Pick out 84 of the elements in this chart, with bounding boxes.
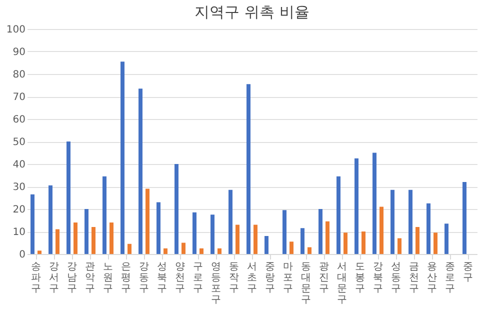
bar (236, 224, 240, 254)
x-tick-label: 양천구 (175, 262, 185, 294)
bar (30, 194, 34, 254)
x-tick-label: 성동구 (391, 262, 401, 294)
bar (56, 229, 60, 254)
bar (326, 221, 330, 254)
bar (362, 232, 366, 254)
x-tick-label: 은평구 (121, 262, 131, 294)
bar (182, 242, 186, 254)
bar (48, 185, 52, 254)
bar (282, 210, 286, 254)
bar (146, 188, 150, 254)
y-tick-label: 20 (12, 204, 26, 216)
bar (398, 238, 402, 254)
bar (344, 232, 348, 254)
bar (66, 142, 70, 254)
x-tick-label: 송파구 (31, 262, 41, 294)
bar (128, 244, 132, 254)
bar (434, 232, 438, 254)
bar (390, 190, 394, 254)
x-tick-label: 노원구 (103, 262, 113, 294)
bar (228, 190, 232, 254)
bar (174, 164, 178, 254)
bar (300, 228, 304, 254)
y-tick-label: 10 (12, 227, 26, 238)
bar (120, 62, 124, 254)
y-tick-label: 100 (6, 24, 26, 36)
x-tick-label: 강동구 (139, 262, 149, 294)
bar (308, 247, 312, 254)
bar (416, 227, 420, 254)
bar (200, 248, 204, 254)
y-tick-label: 70 (12, 92, 26, 103)
bar (444, 224, 448, 254)
bar (38, 250, 42, 254)
bar (254, 224, 258, 254)
bar (246, 84, 250, 254)
bar (210, 214, 214, 254)
y-tick-label: 0 (19, 250, 26, 260)
x-tick-label: 동대문구 (301, 262, 311, 306)
bar (318, 209, 322, 254)
bar (336, 176, 340, 254)
x-tick-label: 중구 (463, 262, 473, 284)
x-tick-label: 강남구 (67, 262, 77, 294)
bar (164, 248, 168, 254)
bar (354, 158, 358, 254)
bar (462, 182, 466, 254)
bar (408, 190, 412, 254)
bar (218, 248, 222, 254)
x-tick-label: 서대문구 (337, 262, 347, 306)
x-tick-label: 도봉구 (355, 262, 365, 294)
bar (102, 176, 106, 254)
x-tick-label: 서초구 (247, 262, 257, 294)
x-tick-label: 강서구 (49, 262, 59, 294)
x-tick-label: 구로구 (193, 262, 203, 294)
x-tick-label: 관악구 (85, 262, 95, 294)
y-tick-label: 90 (12, 47, 26, 58)
bar (110, 222, 114, 254)
x-tick-label: 용산구 (427, 262, 437, 294)
bar (290, 242, 294, 254)
chart-title: 지역구 위촉 비율 (194, 3, 310, 21)
x-tick-label: 종로구 (445, 262, 455, 294)
y-tick-label: 80 (12, 70, 26, 80)
bar (156, 202, 160, 254)
bar (138, 88, 142, 254)
bar (92, 227, 96, 254)
x-tick-label: 마포구 (283, 262, 293, 294)
x-tick-label: 성북구 (157, 262, 167, 294)
x-tick-label: 동작구 (229, 262, 239, 294)
bar (380, 206, 384, 254)
bar (426, 203, 430, 254)
bar (84, 209, 88, 254)
y-tick-label: 50 (12, 137, 26, 148)
x-tick-label: 중랑구 (265, 262, 275, 294)
x-tick-label: 광진구 (319, 262, 329, 294)
bar (372, 152, 376, 254)
y-tick-label: 40 (12, 160, 26, 170)
bar (264, 236, 268, 254)
y-tick-label: 60 (12, 114, 26, 126)
bar (74, 222, 78, 254)
x-tick-label: 강북구 (373, 262, 383, 294)
x-tick-label: 영등포구 (211, 262, 221, 306)
y-tick-label: 30 (12, 182, 26, 193)
bar (192, 212, 196, 254)
x-tick-label: 금천구 (409, 262, 419, 294)
